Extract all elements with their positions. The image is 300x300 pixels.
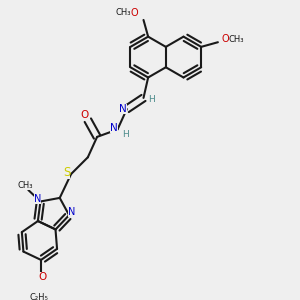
Text: N: N [34,194,41,204]
Text: S: S [63,166,70,179]
Text: O: O [221,34,229,44]
Text: H: H [122,130,129,139]
Text: N: N [68,207,76,218]
Text: N: N [119,104,127,114]
Text: O: O [130,8,138,19]
Text: O: O [39,272,47,282]
Text: CH₃: CH₃ [229,35,244,44]
Text: N: N [110,123,118,133]
Text: CH₃: CH₃ [18,181,33,190]
Text: C₂H₅: C₂H₅ [30,292,49,300]
Text: O: O [80,110,88,120]
Text: CH₃: CH₃ [115,8,131,17]
Text: H: H [148,95,155,104]
